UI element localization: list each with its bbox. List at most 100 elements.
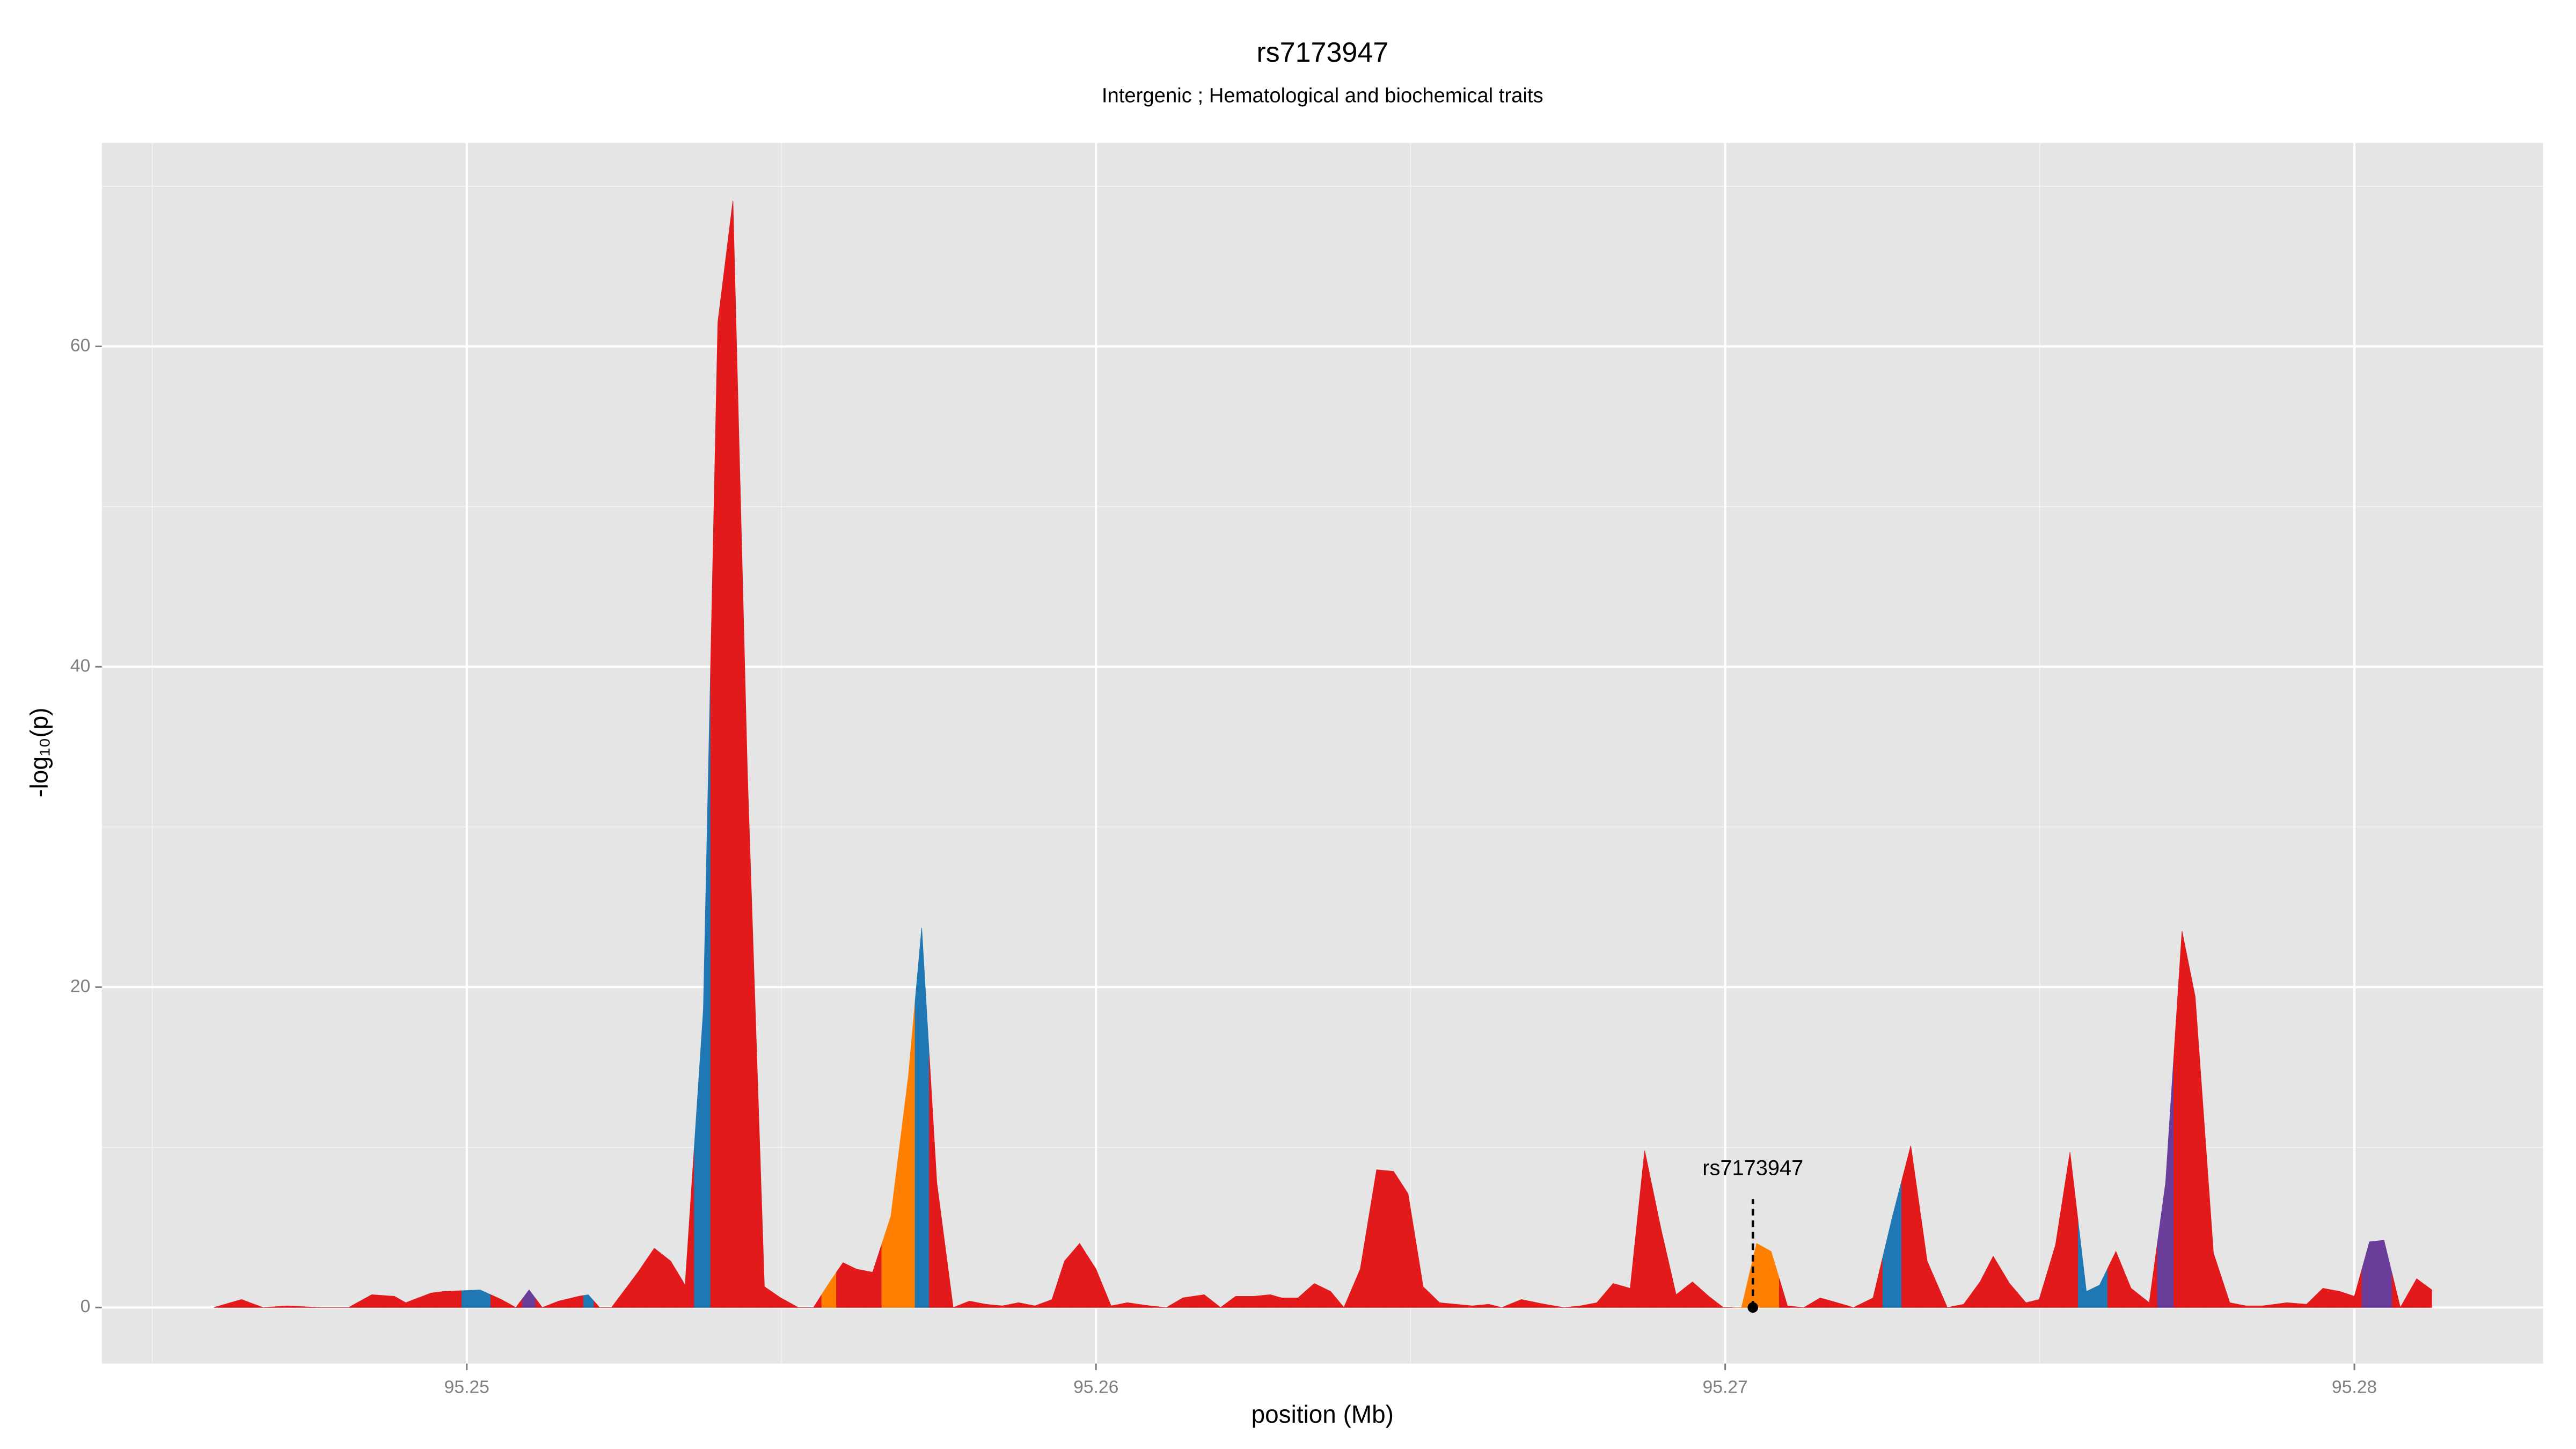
area-segment — [677, 1147, 695, 1308]
area-segment — [1087, 1255, 1104, 1308]
area-segment — [1158, 1302, 1175, 1308]
area-segment — [864, 1244, 882, 1308]
area-segment — [1495, 1303, 1512, 1308]
area-segment — [1863, 1257, 1883, 1308]
area-segment — [1174, 1296, 1194, 1308]
x-tick-label: 95.28 — [2332, 1378, 2377, 1397]
y-tick-label: 60 — [70, 335, 90, 355]
area-segment — [594, 1300, 606, 1308]
area-segment — [400, 1297, 419, 1308]
area-segment — [1779, 1278, 1796, 1308]
area-segment — [1668, 1262, 1685, 1308]
area-segment — [2237, 1304, 2255, 1308]
area-segment — [1684, 1281, 1701, 1308]
area-segment — [383, 1295, 400, 1308]
area-segment — [1937, 1284, 1956, 1308]
area-segment — [2254, 1304, 2275, 1308]
area-segment — [694, 665, 711, 1308]
area-segment — [1227, 1296, 1245, 1308]
area-segment — [929, 1055, 946, 1308]
area-segment — [945, 1245, 962, 1308]
area-segment — [1351, 1219, 1369, 1308]
area-segment — [1193, 1294, 1213, 1308]
area-segment — [1480, 1304, 1496, 1308]
area-segment — [2047, 1198, 2063, 1308]
y-axis-label: -log₁₀(p) — [25, 707, 53, 797]
area-segment — [1700, 1289, 1717, 1308]
x-axis-label: position (Mb) — [1252, 1400, 1394, 1428]
area-segment — [725, 200, 741, 1308]
area-segment — [1415, 1240, 1432, 1308]
area-segment — [821, 1271, 837, 1308]
area-segment — [646, 1248, 663, 1308]
area-segment — [535, 1298, 551, 1308]
area-segment — [2123, 1270, 2141, 1308]
area-segment — [1652, 1189, 1669, 1308]
area-segment — [740, 486, 756, 1308]
area-segment — [1621, 1219, 1638, 1308]
annotation-point — [1747, 1302, 1759, 1313]
area-segment — [2032, 1272, 2048, 1308]
area-segment — [2062, 1152, 2079, 1308]
area-segment — [849, 1265, 865, 1308]
area-segment — [2221, 1277, 2238, 1308]
area-segment — [2092, 1268, 2108, 1308]
area-segment — [1554, 1305, 1573, 1308]
area-segment — [1716, 1301, 1733, 1308]
area-segment — [568, 1295, 584, 1308]
area-segment — [977, 1302, 994, 1308]
area-segment — [881, 1145, 900, 1308]
y-tick-label: 20 — [70, 976, 90, 996]
area-segment — [1276, 1296, 1290, 1308]
area-segment — [1322, 1287, 1338, 1308]
area-segment — [1245, 1295, 1263, 1308]
area-segment — [2314, 1288, 2332, 1308]
area-segment — [461, 1290, 491, 1308]
area-segment — [1368, 1169, 1386, 1308]
area-segment — [2331, 1289, 2348, 1308]
area-segment — [2017, 1292, 2033, 1308]
area-segment — [914, 927, 930, 1308]
area-segment — [583, 1294, 595, 1308]
area-segment — [2274, 1302, 2297, 1308]
area-segment — [2296, 1296, 2315, 1308]
area-segment — [437, 1290, 462, 1308]
area-segment — [227, 1299, 253, 1308]
area-segment — [756, 1029, 773, 1308]
area-segment — [1763, 1247, 1780, 1308]
area-segment — [2107, 1250, 2124, 1308]
area-segment — [2361, 1240, 2377, 1308]
area-segment — [1533, 1301, 1555, 1308]
x-tick-label: 95.25 — [444, 1378, 489, 1397]
area-segment — [1795, 1302, 1812, 1308]
area-segment — [1400, 1181, 1416, 1308]
area-segment — [1811, 1297, 1829, 1308]
area-segment — [508, 1298, 523, 1308]
area-segment — [1337, 1288, 1352, 1308]
area-segment — [1431, 1294, 1448, 1308]
area-segment — [899, 1001, 916, 1308]
area-segment — [2157, 1057, 2175, 1308]
area-segment — [993, 1304, 1011, 1308]
area-segment — [1919, 1203, 1938, 1308]
area-segment — [2424, 1284, 2432, 1308]
chart-subtitle: Intergenic ; Hematological and biochemic… — [1102, 84, 1543, 107]
y-tick-label: 40 — [70, 656, 90, 676]
area-segment — [618, 1280, 632, 1308]
area-segment — [490, 1294, 509, 1308]
area-segment — [522, 1289, 536, 1308]
area-segment — [789, 1302, 806, 1308]
y-tick-label: 0 — [80, 1297, 91, 1316]
area-segment — [1138, 1304, 1159, 1308]
area-segment — [2077, 1221, 2094, 1308]
area-segment — [631, 1259, 647, 1308]
area-segment — [2001, 1269, 2018, 1308]
area-segment — [1043, 1280, 1059, 1308]
area-segment — [1306, 1283, 1323, 1308]
area-segment — [1289, 1290, 1307, 1308]
area-segment — [1026, 1302, 1044, 1308]
area-segment — [1463, 1305, 1481, 1308]
area-segment — [2408, 1278, 2425, 1308]
